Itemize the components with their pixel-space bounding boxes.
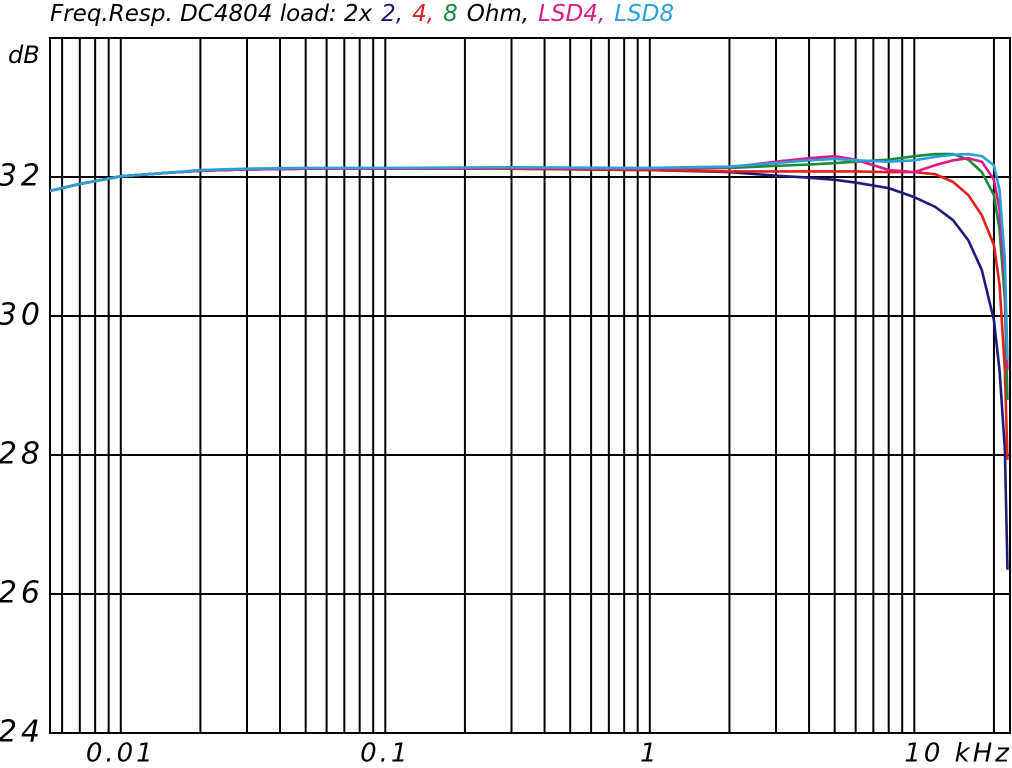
title-segment: LSD4, — [538, 1, 605, 27]
y-tick-label: 32 — [0, 159, 44, 194]
y-tick-label: 24 — [0, 715, 44, 750]
series-line — [49, 167, 1009, 570]
title-segment: Freq.Resp. DC4804 load: 2x — [50, 1, 373, 27]
chart-title: Freq.Resp. DC4804 load: 2x 2, 4, 8 Ohm, LSD4,… — [50, 1, 674, 27]
x-tick-label: 0.1 — [360, 739, 410, 768]
x-tick-label: 1 — [640, 739, 660, 768]
series-line — [49, 152, 1009, 360]
y-tick-label: 30 — [0, 298, 44, 333]
series-line — [49, 167, 1009, 460]
title-segment: Ohm, — [467, 1, 529, 27]
title-segment: 4, — [412, 1, 434, 27]
series-line — [49, 154, 1009, 371]
y-tick-label: 28 — [0, 437, 44, 472]
title-segment: LSD8 — [614, 1, 674, 27]
x-tick-label: 10 kHz — [904, 739, 1012, 768]
y-axis-label: dB — [8, 41, 40, 69]
y-tick-label: 26 — [0, 576, 44, 611]
x-tick-label: 0.01 — [86, 739, 156, 768]
plot-frame — [49, 37, 1011, 734]
title-segment: 2, — [381, 1, 403, 27]
series-line — [49, 152, 1009, 401]
title-segment: 8 — [443, 1, 458, 27]
